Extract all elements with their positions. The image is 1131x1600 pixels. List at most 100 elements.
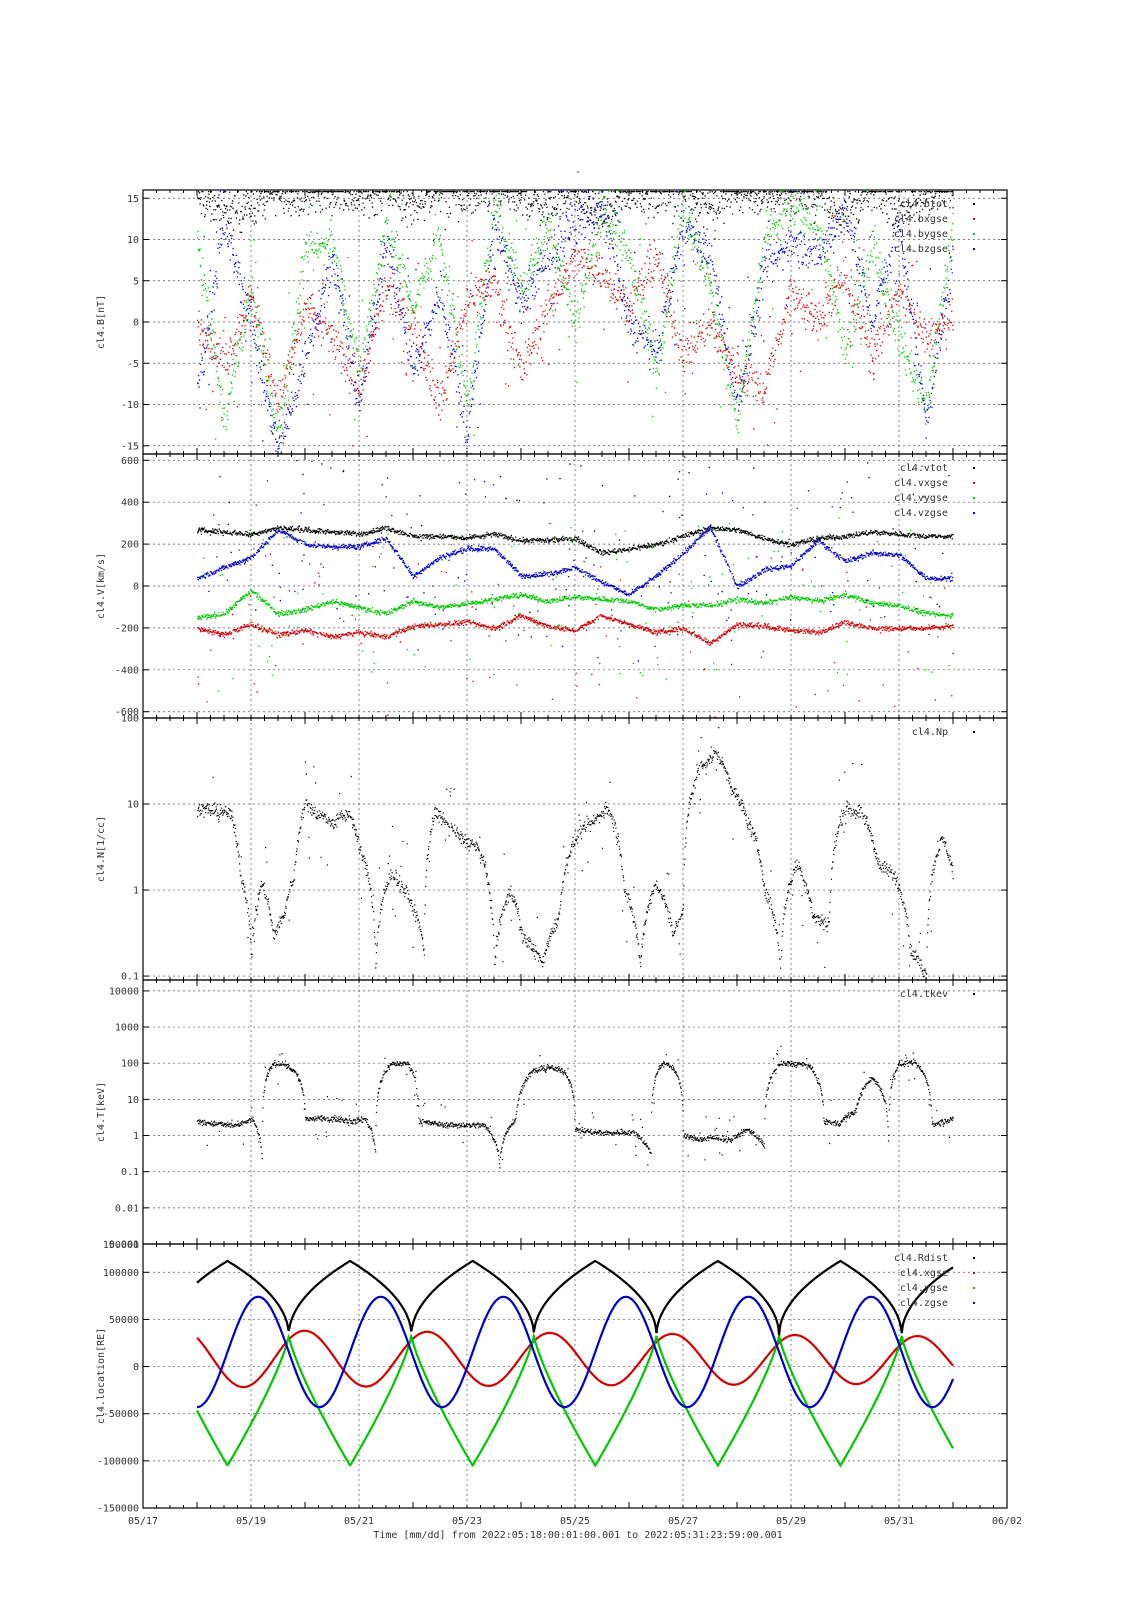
legend-marker-cl4.btot [973,203,975,205]
legend-label-cl4.xgse: cl4.xgse [900,1268,948,1279]
panel-4: 10000 1000 100 10 1 0.1 0.01 0.001 cl4.T[keV] cl4… [96,979,1008,1251]
y-axis-label: cl4.T[keV] [96,1082,107,1142]
x-tick-label: 05/31 [884,1516,914,1527]
legend-marker-cl4.xgse [973,1272,975,1274]
y-tick-label: -150000 [97,1504,139,1515]
y-tick-label: -10 [121,400,139,411]
y-tick-label: 200 [121,540,139,551]
y-tick-label: -400 [115,665,139,676]
series-points-cl4.vygse [197,517,954,692]
y-ticks: 10000 1000 100 10 1 0.1 0.01 0.001 [109,986,1007,1251]
series-line-cl4.zgse [196,1295,955,1409]
legend-label-cl4.bygse: cl4.bygse [894,229,948,240]
y-axis-label: cl4.location[RE] [96,1328,107,1424]
y-tick-label: 100 [121,714,139,725]
legend-label-cl4.Rdist: cl4.Rdist [894,1253,948,1264]
series-line-cl4.xgse [196,1329,954,1389]
legend-marker-cl4.tkev [973,993,975,995]
y-tick-label: 10 [127,1095,139,1106]
legend-marker-cl4.Np [973,731,975,733]
y-tick-label: -15 [121,441,139,452]
legend: cl4.vtot cl4.vxgse cl4.vygse cl4.vzgse [894,463,975,519]
grid [143,980,1007,1245]
y-tick-label: 600 [121,456,139,467]
x-tick-label: 05/29 [776,1516,806,1527]
x-tick-label: 05/19 [236,1516,266,1527]
legend-marker-cl4.zgse [973,1302,975,1304]
x-axis-label: Time [mm/dd] from 2022:05:18:00:01:00.00… [373,1530,782,1541]
series-points-cl4.vtot [197,456,954,621]
y-tick-label: 0.001 [109,1240,139,1251]
series-cl4.vygse [197,517,954,692]
x-tick-label: 06/02 [992,1516,1022,1527]
series-cl4.Np [197,727,954,981]
y-tick-label: 100 [121,1059,139,1070]
legend-label-cl4.btot: cl4.btot [900,199,948,210]
series-points-cl4.Np [197,727,954,981]
series-points-cl4.bygse [197,191,954,455]
grid [143,1244,1007,1509]
x-tick-label: 05/23 [452,1516,482,1527]
y-tick-label: 1000 [115,1023,139,1034]
y-tick-label: 5 [133,276,139,287]
y-ticks: 600 400 200 0 -200 -400 -600 [115,456,1007,718]
y-tick-label: 150000 [103,1240,139,1251]
legend-label-cl4.vxgse: cl4.vxgse [894,478,948,489]
y-tick-label: 50000 [109,1315,139,1326]
legend: cl4.Np [912,727,975,738]
panel-1: 15 10 5 0 -5 -10 -15 cl4.B[nT] cl4.btot cl4.bxgse… [96,189,1008,455]
series-cl4.bygse [197,191,954,455]
x-tick-label: 05/17 [128,1516,158,1527]
legend-marker-cl4.bygse [973,233,975,235]
y-tick-label: -100000 [97,1456,139,1467]
series-points-cl4.tkev [197,1045,954,1169]
legend-label-cl4.bxgse: cl4.bxgse [894,214,948,225]
x-tick-label: 05/21 [344,1516,374,1527]
data-2 [197,456,954,718]
x-tick-label: 05/27 [668,1516,698,1527]
legend-label-cl4.zgse: cl4.zgse [900,1298,948,1309]
series-cl4.vtot [197,456,954,621]
legend-label-cl4.vygse: cl4.vygse [894,493,948,504]
legend-marker-cl4.bxgse [973,218,975,220]
legend-label-cl4.ygse: cl4.ygse [900,1283,948,1294]
legend-label-cl4.bzgse: cl4.bzgse [894,244,948,255]
y-axis-label: cl4.B[nT] [96,295,107,349]
data-4 [197,1045,954,1169]
y-tick-label: 1 [133,1131,139,1142]
series-points-cl4.vxgse [197,544,954,718]
grid [143,454,1007,718]
y-tick-label: -50000 [103,1409,139,1420]
y-tick-label: 0.01 [115,1203,139,1214]
legend-marker-cl4.ygse [973,1287,975,1289]
y-ticks: 100000 50000 0 -50000 -100000 -150000 150000 [97,1240,1007,1515]
grid [143,190,1007,454]
y-tick-label: 100000 [103,1268,139,1279]
legend-marker-cl4.vxgse [973,482,975,484]
data-5 [196,1259,955,1468]
series-cl4.bxgse [197,209,954,455]
legend-label-cl4.vtot: cl4.vtot [900,463,948,474]
series-cl4.tkev [197,1045,954,1169]
y-axis-label: cl4.N[1/cc] [96,816,107,882]
y-axis-label: cl4.V[km/s] [96,553,107,619]
y-tick-label: 10 [127,800,139,811]
y-tick-label: 0.1 [121,1167,139,1178]
y-ticks: 15 10 5 0 -5 -10 -15 [121,194,1007,452]
legend: cl4.tkev [900,989,975,1000]
legend-label-cl4.Np: cl4.Np [912,727,948,738]
data-1 [197,191,954,455]
panel-2: 600 400 200 0 -200 -400 -600 cl4.V[km/s] cl4.vto… [96,453,1008,719]
y-tick-label: 1 [133,886,139,897]
x-tick-labels: 05/17 05/19 05/21 05/23 05/25 05/27 05/29 05/31… [128,1516,1022,1527]
y-tick-label: -200 [115,623,139,634]
y-tick-label: 0 [133,582,139,593]
legend-marker-cl4.vygse [973,497,975,499]
y-tick-label: -600 [115,707,139,718]
series-line-cl4.ygse [196,1331,954,1468]
series-points-cl4.bxgse [197,209,954,455]
series-cl4.vzgse [197,466,954,662]
y-tick-label: 400 [121,498,139,509]
series-points-cl4.bzgse [197,191,954,455]
panel-3: 100 10 1 0.1 cl4.N[1/cc] cl4.Np [96,714,1008,983]
